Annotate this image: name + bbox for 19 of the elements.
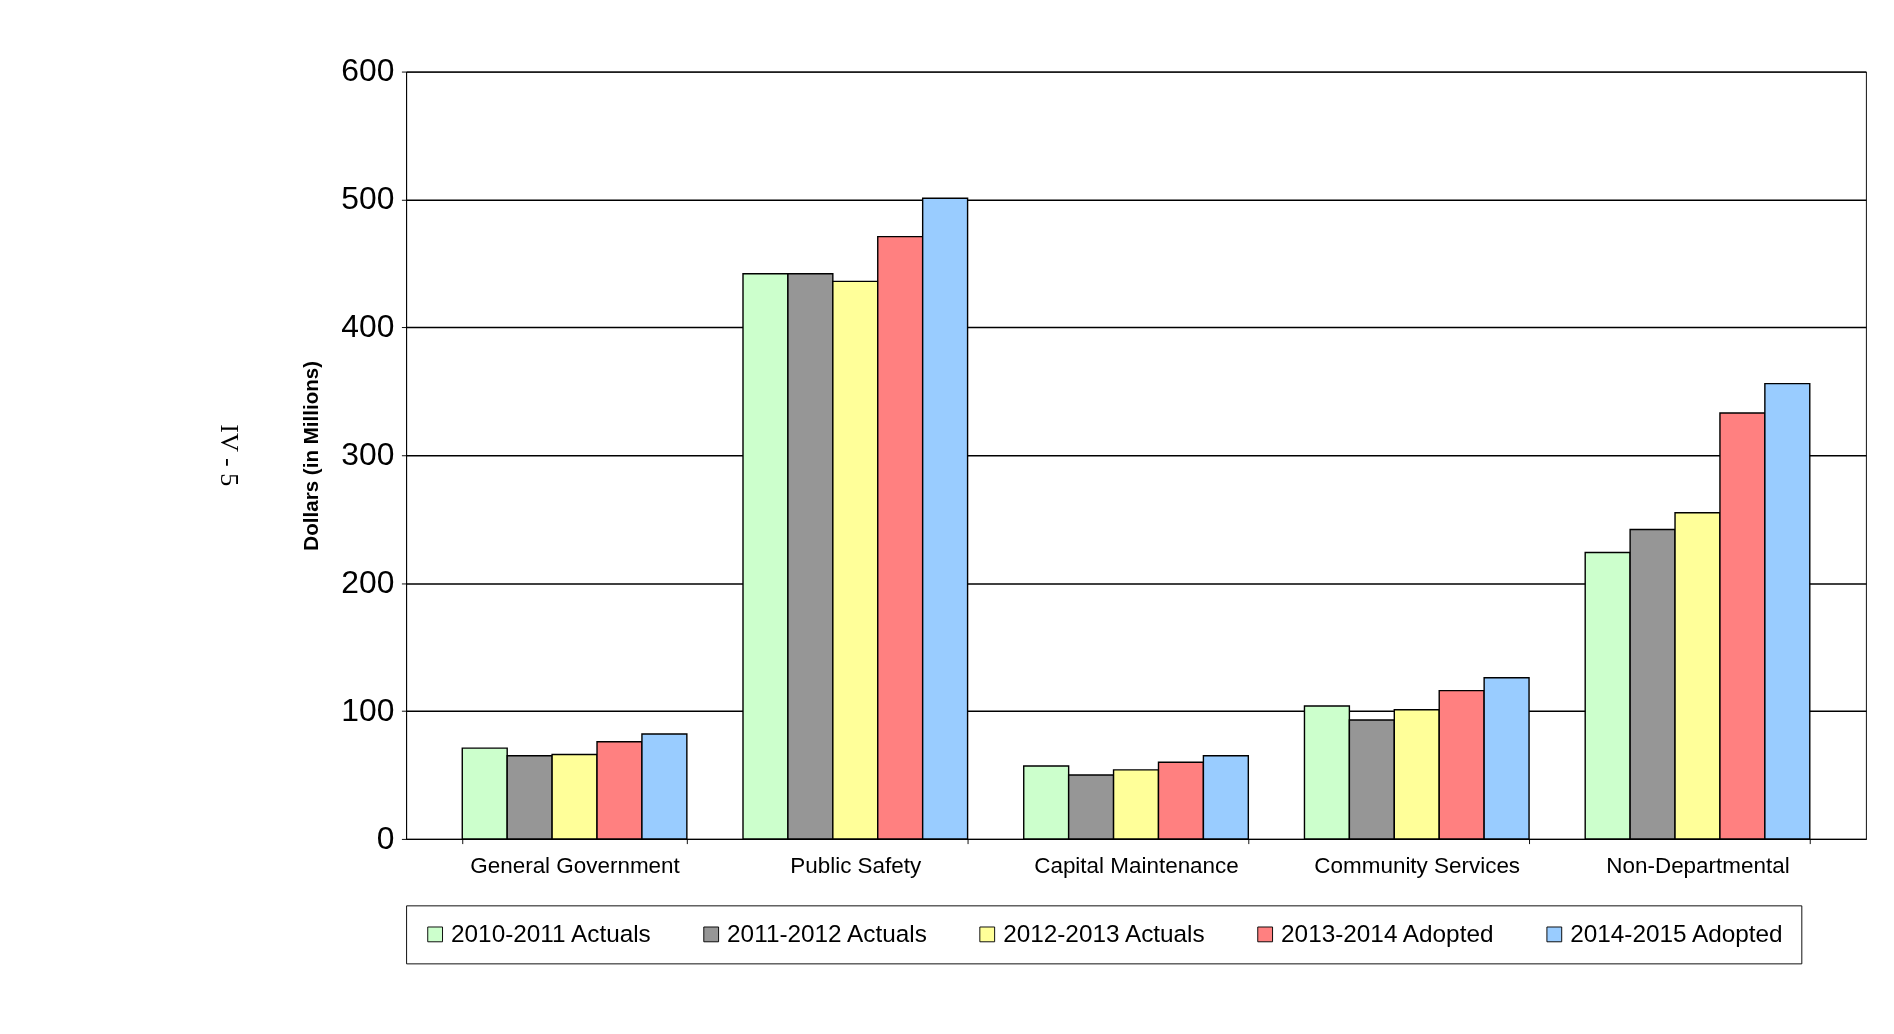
x-tick-label: Non-Departmental xyxy=(1606,853,1790,879)
y-tick-label: 300 xyxy=(341,436,395,473)
legend-label: 2011-2012 Actuals xyxy=(727,919,927,947)
y-tick-label: 500 xyxy=(341,180,395,217)
x-tick-label: Capital Maintenance xyxy=(1034,853,1239,879)
x-tick-label: General Government xyxy=(470,853,681,879)
legend-label: 2013-2014 Adopted xyxy=(1281,919,1494,947)
y-tick-label: 200 xyxy=(341,563,395,600)
text: IV - 5 xyxy=(214,424,244,487)
y-tick-label: 600 xyxy=(341,52,395,89)
legend-label: 2012-2013 Actuals xyxy=(1003,919,1205,947)
y-tick-label: 0 xyxy=(376,819,395,856)
y-tick-label: 400 xyxy=(341,308,395,345)
y-tick-label: 100 xyxy=(341,691,395,728)
y-axis-title: Dollars (in Millions) xyxy=(298,360,322,551)
legend-label: 2014-2015 Adopted xyxy=(1570,919,1783,947)
x-tick-label: Public Safety xyxy=(790,853,923,879)
x-tick-label: Community Services xyxy=(1314,853,1521,879)
legend-label: 2010-2011 Actuals xyxy=(451,919,651,947)
